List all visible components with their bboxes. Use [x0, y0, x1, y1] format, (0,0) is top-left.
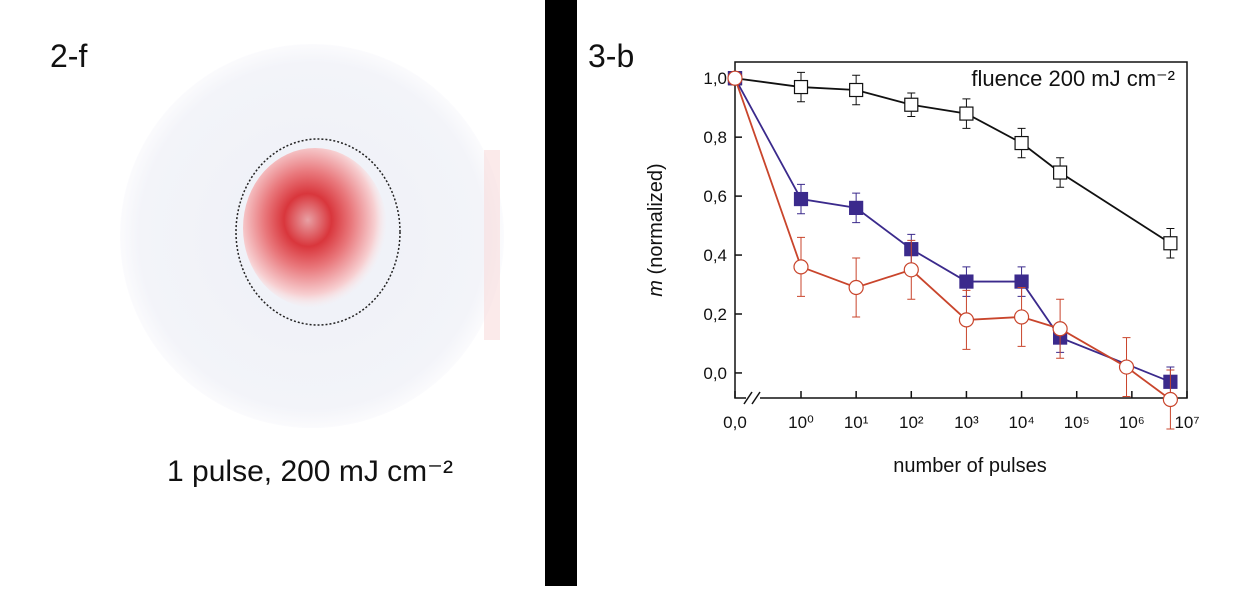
divider: [545, 0, 577, 586]
x-tick-label: 10⁵: [1064, 413, 1090, 432]
x-tick-label: 10²: [899, 413, 924, 432]
y-tick-label: 0,2: [703, 305, 727, 324]
x-tick-label: 0,0: [723, 413, 747, 432]
marker: [958, 312, 975, 328]
marker: [848, 279, 864, 296]
y-tick-label: 0,4: [703, 246, 727, 265]
annotation: fluence 200 mJ cm⁻²: [971, 66, 1175, 91]
y-axis-label: m (normalized): [645, 163, 667, 296]
y-axis-text: (normalized): [645, 163, 667, 274]
marker: [1163, 236, 1178, 251]
x-tick-label: 10¹: [844, 413, 869, 432]
panel-caption: 1 pulse, 200 mJ cm⁻²: [167, 455, 453, 488]
x-tick-label: 10³: [954, 413, 979, 432]
dotted-outline: [235, 138, 401, 326]
marker: [849, 200, 864, 215]
axis-break: [751, 391, 761, 405]
x-axis-label: number of pulses: [893, 455, 1046, 477]
plot-frame: [734, 61, 1188, 399]
x-tick-label: 10⁴: [1008, 413, 1034, 432]
edge-stain: [484, 150, 500, 340]
x-tick-label: 10⁷: [1174, 413, 1199, 432]
x-tick-label: 10⁶: [1119, 413, 1145, 432]
marker: [1013, 309, 1030, 325]
marker: [1162, 391, 1179, 408]
marker: [904, 97, 919, 112]
marker: [793, 79, 809, 95]
marker: [959, 274, 974, 289]
panel-label: 3-b: [588, 38, 634, 74]
marker: [1014, 135, 1029, 151]
x-tick-label: 10⁰: [788, 413, 814, 432]
y-tick-label: 0,0: [703, 364, 727, 383]
y-tick-label: 0,6: [703, 187, 727, 206]
marker: [1014, 274, 1029, 289]
marker: [793, 191, 809, 207]
marker: [793, 259, 809, 275]
panel-label: 2-f: [50, 38, 87, 74]
y-tick-label: 1,0: [703, 69, 727, 88]
y-axis-symbol: m: [645, 280, 667, 297]
marker: [903, 262, 919, 278]
marker: [1052, 321, 1068, 337]
axis-break: [743, 391, 753, 405]
marker: [849, 82, 864, 98]
marker: [1118, 359, 1135, 375]
marker: [1053, 165, 1068, 180]
marker: [959, 106, 974, 121]
y-tick-label: 0,8: [703, 128, 727, 147]
marker: [727, 70, 743, 86]
damage-spot: [243, 148, 387, 308]
